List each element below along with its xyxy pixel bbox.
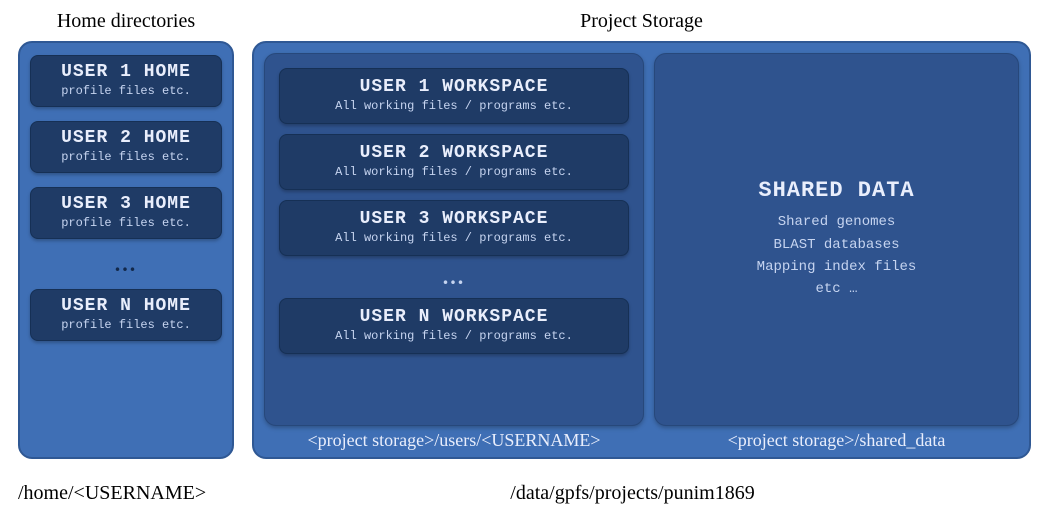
shared-line: Shared genomes bbox=[778, 211, 896, 233]
shared-line: Mapping index files bbox=[757, 256, 917, 278]
workspace-title: USER 1 WORKSPACE bbox=[290, 77, 618, 97]
workspace-item: USER 1 WORKSPACE All working files / pro… bbox=[279, 68, 629, 124]
home-panel: USER 1 HOME profile files etc. USER 2 HO… bbox=[18, 41, 234, 459]
home-item-title: USER 2 HOME bbox=[39, 128, 213, 148]
storage-title: Project Storage bbox=[252, 10, 1031, 33]
home-item-sub: profile files etc. bbox=[39, 318, 213, 332]
home-item-title: USER N HOME bbox=[39, 296, 213, 316]
workspace-sub: All working files / programs etc. bbox=[290, 329, 618, 343]
storage-panel: USER 1 WORKSPACE All working files / pro… bbox=[252, 41, 1031, 459]
bottom-caption-home: /home/<USERNAME> bbox=[18, 482, 234, 505]
workspace-item: USER N WORKSPACE All working files / pro… bbox=[279, 298, 629, 354]
home-item-sub: profile files etc. bbox=[39, 84, 213, 98]
home-item: USER 1 HOME profile files etc. bbox=[30, 55, 222, 107]
home-item-sub: profile files etc. bbox=[39, 150, 213, 164]
home-item-title: USER 1 HOME bbox=[39, 62, 213, 82]
ellipsis: ... bbox=[443, 266, 466, 288]
shared-line: BLAST databases bbox=[773, 234, 899, 256]
workspace-title: USER 3 WORKSPACE bbox=[290, 209, 618, 229]
users-subpanel: USER 1 WORKSPACE All working files / pro… bbox=[264, 53, 644, 426]
workspace-sub: All working files / programs etc. bbox=[290, 99, 618, 113]
workspace-item: USER 2 WORKSPACE All working files / pro… bbox=[279, 134, 629, 190]
workspace-title: USER 2 WORKSPACE bbox=[290, 143, 618, 163]
caption-shared: <project storage>/shared_data bbox=[654, 430, 1019, 451]
caption-users: <project storage>/users/<USERNAME> bbox=[264, 430, 644, 451]
home-item-sub: profile files etc. bbox=[39, 216, 213, 230]
ellipsis: ... bbox=[115, 253, 138, 275]
home-item: USER 2 HOME profile files etc. bbox=[30, 121, 222, 173]
home-title: Home directories bbox=[18, 10, 234, 33]
workspace-sub: All working files / programs etc. bbox=[290, 231, 618, 245]
home-item: USER N HOME profile files etc. bbox=[30, 289, 222, 341]
home-item-title: USER 3 HOME bbox=[39, 194, 213, 214]
shared-line: etc … bbox=[815, 278, 857, 300]
bottom-caption-project: /data/gpfs/projects/punim1869 bbox=[234, 482, 1031, 505]
workspace-item: USER 3 WORKSPACE All working files / pro… bbox=[279, 200, 629, 256]
workspace-title: USER N WORKSPACE bbox=[290, 307, 618, 327]
shared-subpanel: SHARED DATA Shared genomes BLAST databas… bbox=[654, 53, 1019, 426]
shared-title: SHARED DATA bbox=[758, 178, 914, 203]
workspace-sub: All working files / programs etc. bbox=[290, 165, 618, 179]
home-item: USER 3 HOME profile files etc. bbox=[30, 187, 222, 239]
